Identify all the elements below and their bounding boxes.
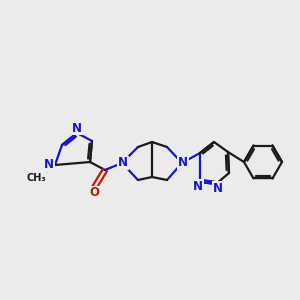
Text: CH₃: CH₃: [26, 173, 46, 183]
Text: N: N: [72, 122, 82, 134]
Text: N: N: [178, 157, 188, 169]
Text: O: O: [89, 187, 99, 200]
Text: N: N: [213, 182, 223, 194]
Text: N: N: [44, 158, 54, 172]
Text: N: N: [118, 157, 128, 169]
Text: N: N: [193, 179, 203, 193]
